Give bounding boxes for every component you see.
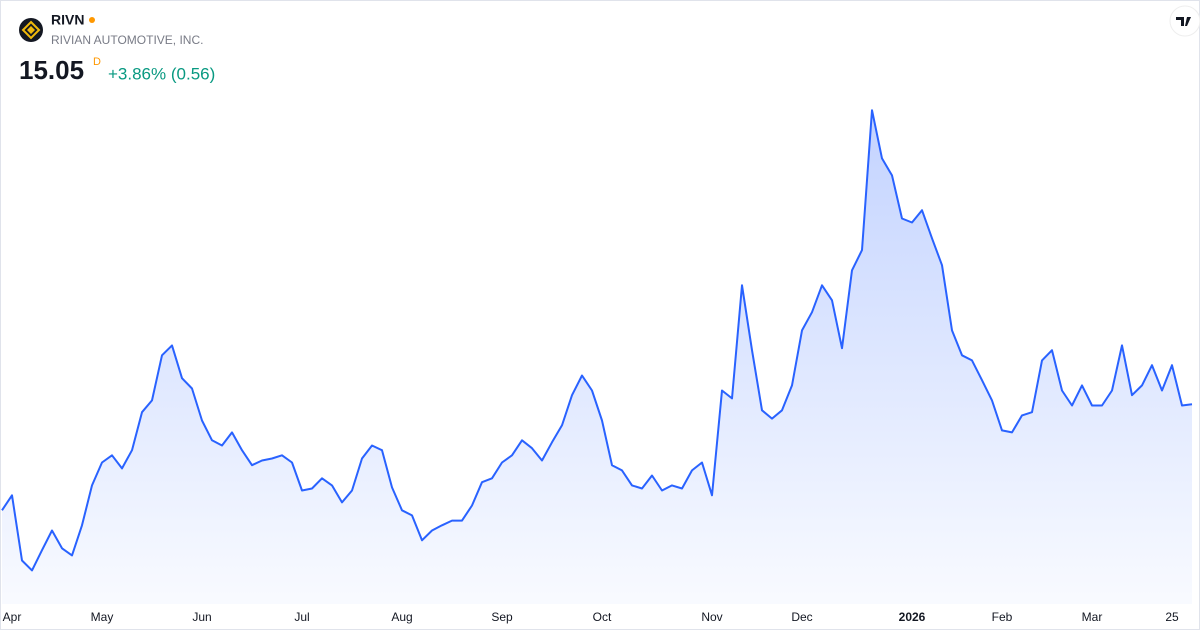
change: +3.86% (0.56) <box>108 64 215 83</box>
interval: D <box>93 56 101 68</box>
x-tick-label: Apr <box>3 610 22 624</box>
x-tick-label: Feb <box>992 610 1013 624</box>
logo <box>19 18 43 42</box>
company-name: RIVIAN AUTOMOTIVE, INC. <box>51 33 203 47</box>
price-line <box>1 109 1193 572</box>
brand-logo[interactable] <box>1169 5 1200 37</box>
x-tick-label: Aug <box>391 610 412 624</box>
x-tick-label: May <box>91 610 114 624</box>
price: 15.05 <box>19 55 84 85</box>
x-tick-label: Jul <box>294 610 309 624</box>
x-tick-label: 25 <box>1165 610 1179 624</box>
area-fill <box>2 110 1192 604</box>
x-tick-label: Oct <box>593 610 612 624</box>
status-dot <box>89 17 95 23</box>
x-tick-label: Sep <box>491 610 513 624</box>
symbol: RIVN <box>51 12 84 28</box>
x-tick-label: Jun <box>192 610 211 624</box>
x-tick-label: Nov <box>701 610 722 624</box>
x-tick-label: Mar <box>1082 610 1103 624</box>
x-tick-label: Dec <box>791 610 812 624</box>
x-tick-label: 2026 <box>899 610 926 624</box>
